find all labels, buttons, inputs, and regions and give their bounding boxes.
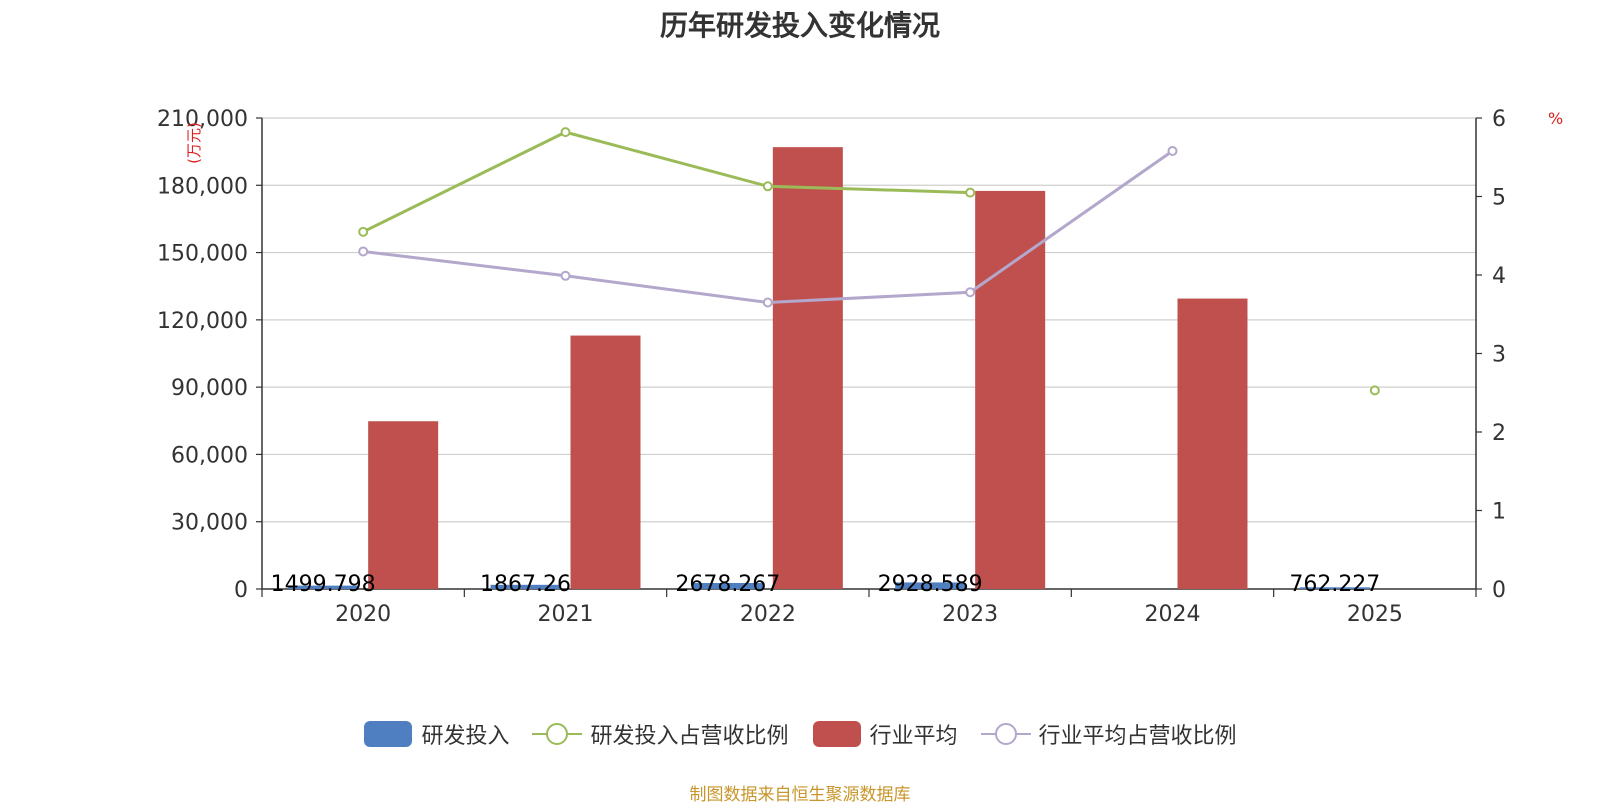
y-right-tick-label: 0 [1492,578,1506,603]
bar-value-label: 1499.798 [271,572,376,597]
line-point [965,287,976,298]
legend-item-rd-ratio[interactable]: 研发投入占营收比例 [532,718,789,750]
line-point [762,297,773,308]
y-right-tick-label: 5 [1492,186,1506,211]
x-tick-label: 2024 [1145,602,1201,627]
y-left-tick-label: 120,000 [157,309,248,334]
bar-value-label: 2928.589 [878,572,983,597]
y-right-tick-label: 1 [1492,500,1506,525]
y-right-tick-label: 2 [1492,421,1506,446]
y-right-tick-label: 3 [1492,343,1506,368]
bar-industry-average [975,190,1046,589]
legend-label: 行业平均 [869,724,958,749]
x-tick-label: 2021 [538,602,594,627]
y-right-tick-label: 6 [1492,107,1506,132]
x-tick-label: 2023 [942,602,998,627]
line-point [1167,145,1178,156]
bar-industry-average [368,421,439,589]
y-left-tick-label: 180,000 [157,174,248,199]
line-point [560,270,571,281]
legend-bar-swatch [364,721,413,747]
line-point [358,226,369,237]
series-line [362,149,1174,304]
legend-line-marker [980,723,1031,745]
bar-rd-investment [1299,587,1370,589]
bar-industry-average [570,335,641,589]
line-point [358,246,369,257]
bar-rd-investment [490,584,561,589]
y-left-tick-label: 150,000 [157,242,248,267]
data-source-note: 制图数据来自恒生聚源数据库 [689,785,911,805]
legend-label: 行业平均占营收比例 [1038,724,1237,749]
y-left-tick-label: 210,000 [157,107,248,132]
legend-label: 研发投入占营收比例 [590,724,789,749]
legend-bar-swatch [812,721,861,747]
y-left-tick-label: 30,000 [171,511,248,536]
bars [288,147,1370,589]
y-left-tick-label: 60,000 [171,443,248,468]
bar-value-label: 762.227 [1289,572,1380,597]
y-left-unit-label: (万元) [185,122,203,164]
bar-rd-investment [692,582,763,589]
x-tick-label: 2022 [740,602,796,627]
axes: 0 30,000 60,000 90,000 120,000 150,000 180,000… [157,107,1563,627]
legend-item-rd-investment[interactable]: 研发投入 [363,718,509,750]
legend-item-industry-average[interactable]: 行业平均 [812,718,958,750]
bar-value-label: 2678.267 [675,572,780,597]
bar-value-label: 1867.26 [480,572,571,597]
y-right-tick-label: 4 [1492,264,1506,289]
y-right-unit-label: % [1548,109,1563,128]
lines [358,127,1380,396]
data-labels: 1499.798 1867.26 2678.267 2928.589 762.227 [271,572,1381,597]
bar-rd-investment [288,585,359,589]
chart-title: 历年研发投入变化情况 [659,9,940,42]
y-left-tick-label: 0 [234,578,248,603]
x-tick-label: 2025 [1347,602,1403,627]
bar-industry-average [1177,298,1248,589]
line-point [560,127,571,138]
grid-lines [262,117,1476,523]
y-left-tick-label: 90,000 [171,376,248,401]
line-point [1369,385,1380,396]
legend-line-marker [532,723,583,745]
legend-item-industry-ratio[interactable]: 行业平均占营收比例 [980,718,1237,750]
bar-industry-average [772,147,843,589]
x-tick-label: 2020 [335,602,391,627]
series-line [362,130,971,234]
legend: 研发投入 研发投入占营收比例 行业平均 行业平均占营收比例 [0,718,1600,754]
line-point [965,187,976,198]
line-point [762,181,773,192]
legend-label: 研发投入 [421,724,510,749]
bar-rd-investment [895,582,966,589]
